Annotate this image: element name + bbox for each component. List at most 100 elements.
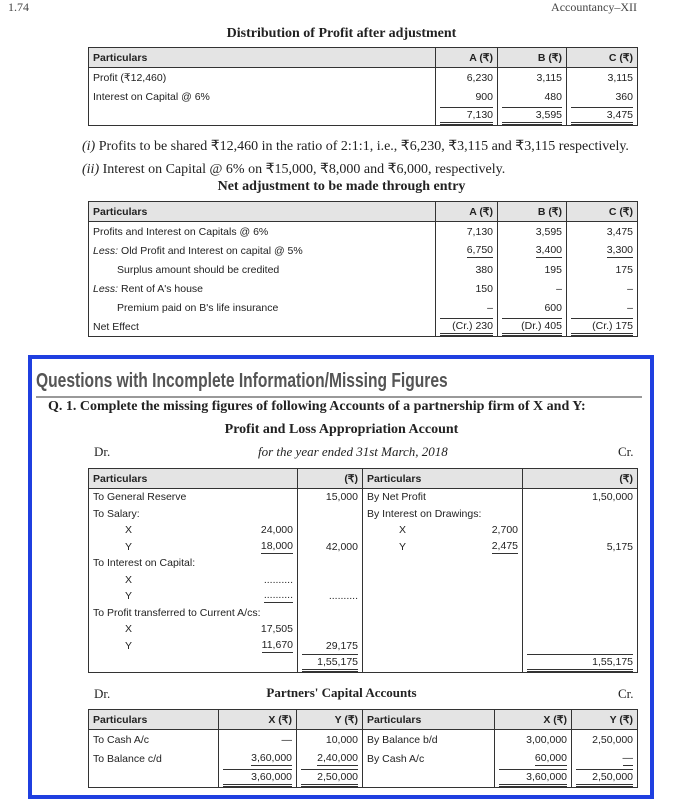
table-cell: 175 bbox=[566, 260, 638, 279]
table-cell: .......... bbox=[225, 588, 298, 605]
column-header: A (₹) bbox=[435, 47, 498, 68]
amount: 3,595 bbox=[502, 106, 562, 125]
table-cell: Profit (₹12,460) bbox=[93, 71, 167, 84]
table-cell bbox=[522, 555, 638, 572]
table-cell bbox=[362, 604, 483, 621]
table-row: To Balance c/d 3,60,000 2,40,000 By Cash A/… bbox=[89, 749, 638, 768]
section-heading: Questions with Incomplete Information/Mi… bbox=[36, 370, 448, 392]
table-cell bbox=[483, 506, 523, 523]
table-cell bbox=[89, 106, 436, 126]
table-cell bbox=[522, 637, 638, 654]
cr-label: Cr. bbox=[618, 444, 634, 459]
amount: 1,55,175 bbox=[527, 654, 633, 672]
table-cell: 3,00,000 bbox=[494, 729, 572, 749]
table-cell: 2,700 bbox=[491, 524, 518, 537]
table-cell: Y bbox=[362, 538, 483, 555]
table-cell: 11,670 bbox=[225, 638, 298, 655]
table-cell: By Balance b/d bbox=[362, 729, 495, 749]
table-row: To Interest on Capital: bbox=[89, 555, 638, 572]
table-row: To Cash A/c —10,000 By Balance b/d 3,00,000… bbox=[89, 729, 638, 749]
table-cell: Less: Rent of A's house bbox=[93, 282, 204, 295]
table-cell: To Balance c/d bbox=[93, 752, 162, 765]
table-cell bbox=[362, 621, 483, 638]
amount: 1,55,175 bbox=[302, 654, 358, 672]
table-row: 7,130 3,595 3,475 bbox=[89, 106, 638, 126]
period-label: for the year ended 31st March, 2018 bbox=[258, 444, 448, 459]
dr-label: Dr. bbox=[94, 444, 111, 459]
table-cell: Profits and Interest on Capitals @ 6% bbox=[93, 225, 269, 238]
net-adjustment-table: Particulars A (₹) B (₹) C (₹) Profits and In… bbox=[88, 201, 638, 337]
table-cell: 900 bbox=[435, 87, 498, 106]
table-cell: To Salary: bbox=[93, 507, 140, 520]
column-header: X (₹) bbox=[218, 709, 297, 730]
table-row: Y 11,670 29,175 bbox=[89, 637, 638, 655]
table-cell bbox=[483, 489, 523, 506]
table-cell: Surplus amount should be credited bbox=[117, 263, 280, 276]
table-cell: X bbox=[362, 522, 483, 539]
header-row: Particulars A (₹) B (₹) C (₹) bbox=[88, 47, 638, 68]
table-row: Y 18,000 42,000 Y 2,475 5,175 bbox=[89, 538, 638, 555]
pl-appropriation-table: Particulars (₹) Particulars (₹) To General R… bbox=[88, 468, 638, 673]
table-cell bbox=[522, 621, 638, 638]
table-cell: .......... bbox=[297, 588, 363, 605]
table-cell bbox=[522, 571, 638, 588]
table-row: To Salary: By Interest on Drawings: bbox=[89, 505, 638, 523]
table-row: 3,60,000 2,50,000 3,60,000 2,50,000 bbox=[89, 768, 638, 788]
column-header: B (₹) bbox=[497, 201, 567, 222]
table-cell: — bbox=[571, 749, 638, 768]
table-row: 1,55,175 1,55,175 bbox=[89, 654, 638, 673]
table-cell: 2,50,000 bbox=[571, 729, 638, 749]
table-cell bbox=[297, 621, 363, 638]
table-cell: 3,60,000 bbox=[494, 768, 572, 788]
table-cell bbox=[483, 654, 523, 673]
questions-box bbox=[28, 355, 654, 799]
profit-distribution-table: Particulars A (₹) B (₹) C (₹) Profit (₹12,46… bbox=[88, 47, 638, 126]
table-row: Y.................... bbox=[89, 588, 638, 605]
column-header: Particulars bbox=[88, 468, 298, 489]
amount: 18,000 bbox=[260, 539, 293, 554]
column-header: B (₹) bbox=[497, 47, 567, 68]
table-cell: 380 bbox=[435, 260, 498, 279]
table2-title: Net adjustment to be made through entry bbox=[217, 179, 466, 194]
column-header: Particulars bbox=[88, 201, 436, 222]
table-row: Net Effect (Cr.) 230 (Dr.) 405 (Cr.) 175 bbox=[89, 317, 638, 337]
table-cell: – bbox=[497, 279, 567, 298]
table-cell bbox=[522, 522, 638, 539]
table-cell: X bbox=[125, 623, 133, 636]
table-cell bbox=[297, 522, 363, 539]
note-2: (ii) Interest on Capital @ 6% on ₹15,000… bbox=[82, 162, 506, 177]
table-cell: To Interest on Capital: bbox=[93, 557, 196, 570]
table-cell: 10,000 bbox=[296, 729, 363, 749]
column-header: C (₹) bbox=[566, 201, 638, 222]
table-cell: 7,130 bbox=[435, 221, 498, 241]
table-cell: X bbox=[125, 524, 133, 537]
table-cell bbox=[225, 506, 298, 523]
header-row: Particulars A (₹) B (₹) C (₹) bbox=[88, 201, 638, 222]
amount: 3,60,000 bbox=[223, 768, 292, 787]
amount: 3,300 bbox=[606, 243, 633, 258]
column-header: Particulars bbox=[88, 47, 436, 68]
table-row: Profits and Interest on Capitals @ 6% 7,1… bbox=[89, 221, 638, 241]
amount: 7,130 bbox=[440, 106, 493, 125]
table-cell: – bbox=[435, 298, 498, 317]
pl-account-title: Profit and Loss Appropriation Account bbox=[224, 422, 459, 437]
table-row: X 17,505 bbox=[89, 621, 638, 638]
amount: (Dr.) 405 bbox=[502, 317, 562, 336]
table-cell bbox=[362, 768, 495, 788]
table-cell: 3,595 bbox=[497, 106, 567, 126]
question-1: Q. 1. Complete the missing figures of fo… bbox=[48, 399, 586, 414]
amount: 60,000 bbox=[534, 751, 567, 766]
amount: — bbox=[622, 751, 633, 766]
table-cell: 3,475 bbox=[566, 221, 638, 241]
table-cell: 3,475 bbox=[566, 106, 638, 126]
amount: (Cr.) 175 bbox=[571, 317, 633, 336]
table-cell: 15,000 bbox=[297, 488, 363, 506]
note-1: (i) Profits to be shared ₹12,460 in the … bbox=[82, 139, 629, 154]
column-header: A (₹) bbox=[435, 201, 498, 222]
table-cell: 3,60,000 bbox=[218, 768, 297, 788]
table-cell: 3,115 bbox=[497, 67, 567, 87]
table-cell bbox=[522, 505, 638, 522]
cr-label-2: Cr. bbox=[618, 686, 634, 701]
table-cell: 29,175 bbox=[297, 637, 363, 654]
table-cell bbox=[225, 654, 298, 673]
